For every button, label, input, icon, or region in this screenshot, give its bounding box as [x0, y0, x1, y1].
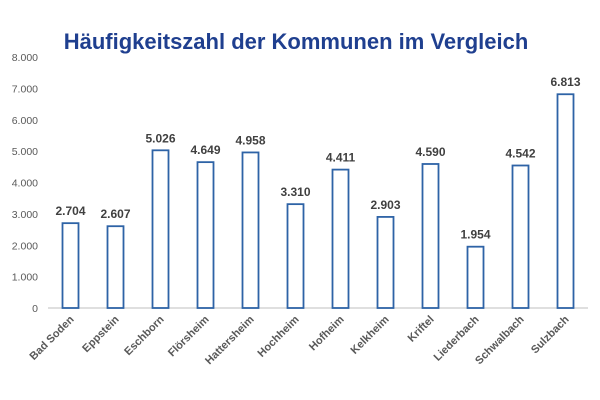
- bar-value-label: 3.310: [280, 185, 310, 199]
- category-label: Flörsheim: [166, 313, 212, 359]
- bar-value-label: 4.590: [415, 145, 445, 159]
- category-label: Hochheim: [256, 313, 302, 359]
- bar-value-label: 4.649: [190, 143, 220, 157]
- bar: [286, 203, 305, 309]
- bar: [556, 93, 575, 309]
- bar: [241, 151, 260, 309]
- bar: [61, 222, 80, 309]
- bar-value-label: 4.411: [326, 151, 356, 165]
- bars: [61, 93, 575, 309]
- bar-value-label: 1.954: [460, 228, 490, 242]
- bar: [376, 216, 395, 309]
- y-axis-ticks: 0 1.000 2.000 3.000 4.000 5.000 6.000 7.000 8.00…: [12, 52, 38, 315]
- y-tick-label: 8.000: [12, 52, 38, 64]
- category-label: Kriftel: [406, 314, 437, 345]
- y-tick-label: 4.000: [12, 178, 38, 190]
- bar: [151, 149, 170, 309]
- bar-value-label: 2.903: [370, 198, 400, 212]
- category-label: Kelkheim: [349, 313, 392, 356]
- category-label: Sulzbach: [529, 313, 572, 356]
- category-label: Hofheim: [307, 313, 347, 353]
- bar-value-label: 2.704: [55, 204, 85, 218]
- y-tick-label: 7.000: [12, 83, 38, 95]
- bar-value-label: 4.958: [235, 133, 265, 147]
- bar-value-label: 5.026: [145, 131, 175, 145]
- y-tick-label: 2.000: [12, 240, 38, 252]
- category-label: Hattersheim: [203, 313, 257, 367]
- bar-value-label: 2.607: [100, 207, 130, 221]
- bar: [106, 225, 125, 309]
- category-label: Eppstein: [80, 313, 122, 355]
- bar-value-label: 4.542: [505, 146, 535, 160]
- bar-value-label: 6.813: [550, 75, 580, 89]
- bar: [421, 163, 440, 309]
- category-label: Eschborn: [122, 313, 167, 358]
- bar: [511, 164, 530, 309]
- y-tick-label: 0: [32, 303, 38, 315]
- category-label: Schwalbach: [473, 313, 527, 367]
- y-tick-label: 3.000: [12, 209, 38, 221]
- bar: [331, 168, 350, 309]
- y-tick-label: 6.000: [12, 115, 38, 127]
- y-tick-label: 1.000: [12, 272, 38, 284]
- bar: [466, 245, 485, 309]
- bar: [196, 161, 215, 309]
- y-tick-label: 5.000: [12, 146, 38, 158]
- category-labels: Bad Soden Eppstein Eschborn FlörsheimHatter…: [28, 313, 572, 367]
- chart-title: Häufigkeitszahl der Kommunen im Vergleic…: [64, 29, 529, 54]
- value-labels: 2.704 2.607 5.026 4.649 4.958 3.310 4.411 2.903…: [55, 75, 580, 241]
- category-label: Bad Soden: [28, 313, 77, 362]
